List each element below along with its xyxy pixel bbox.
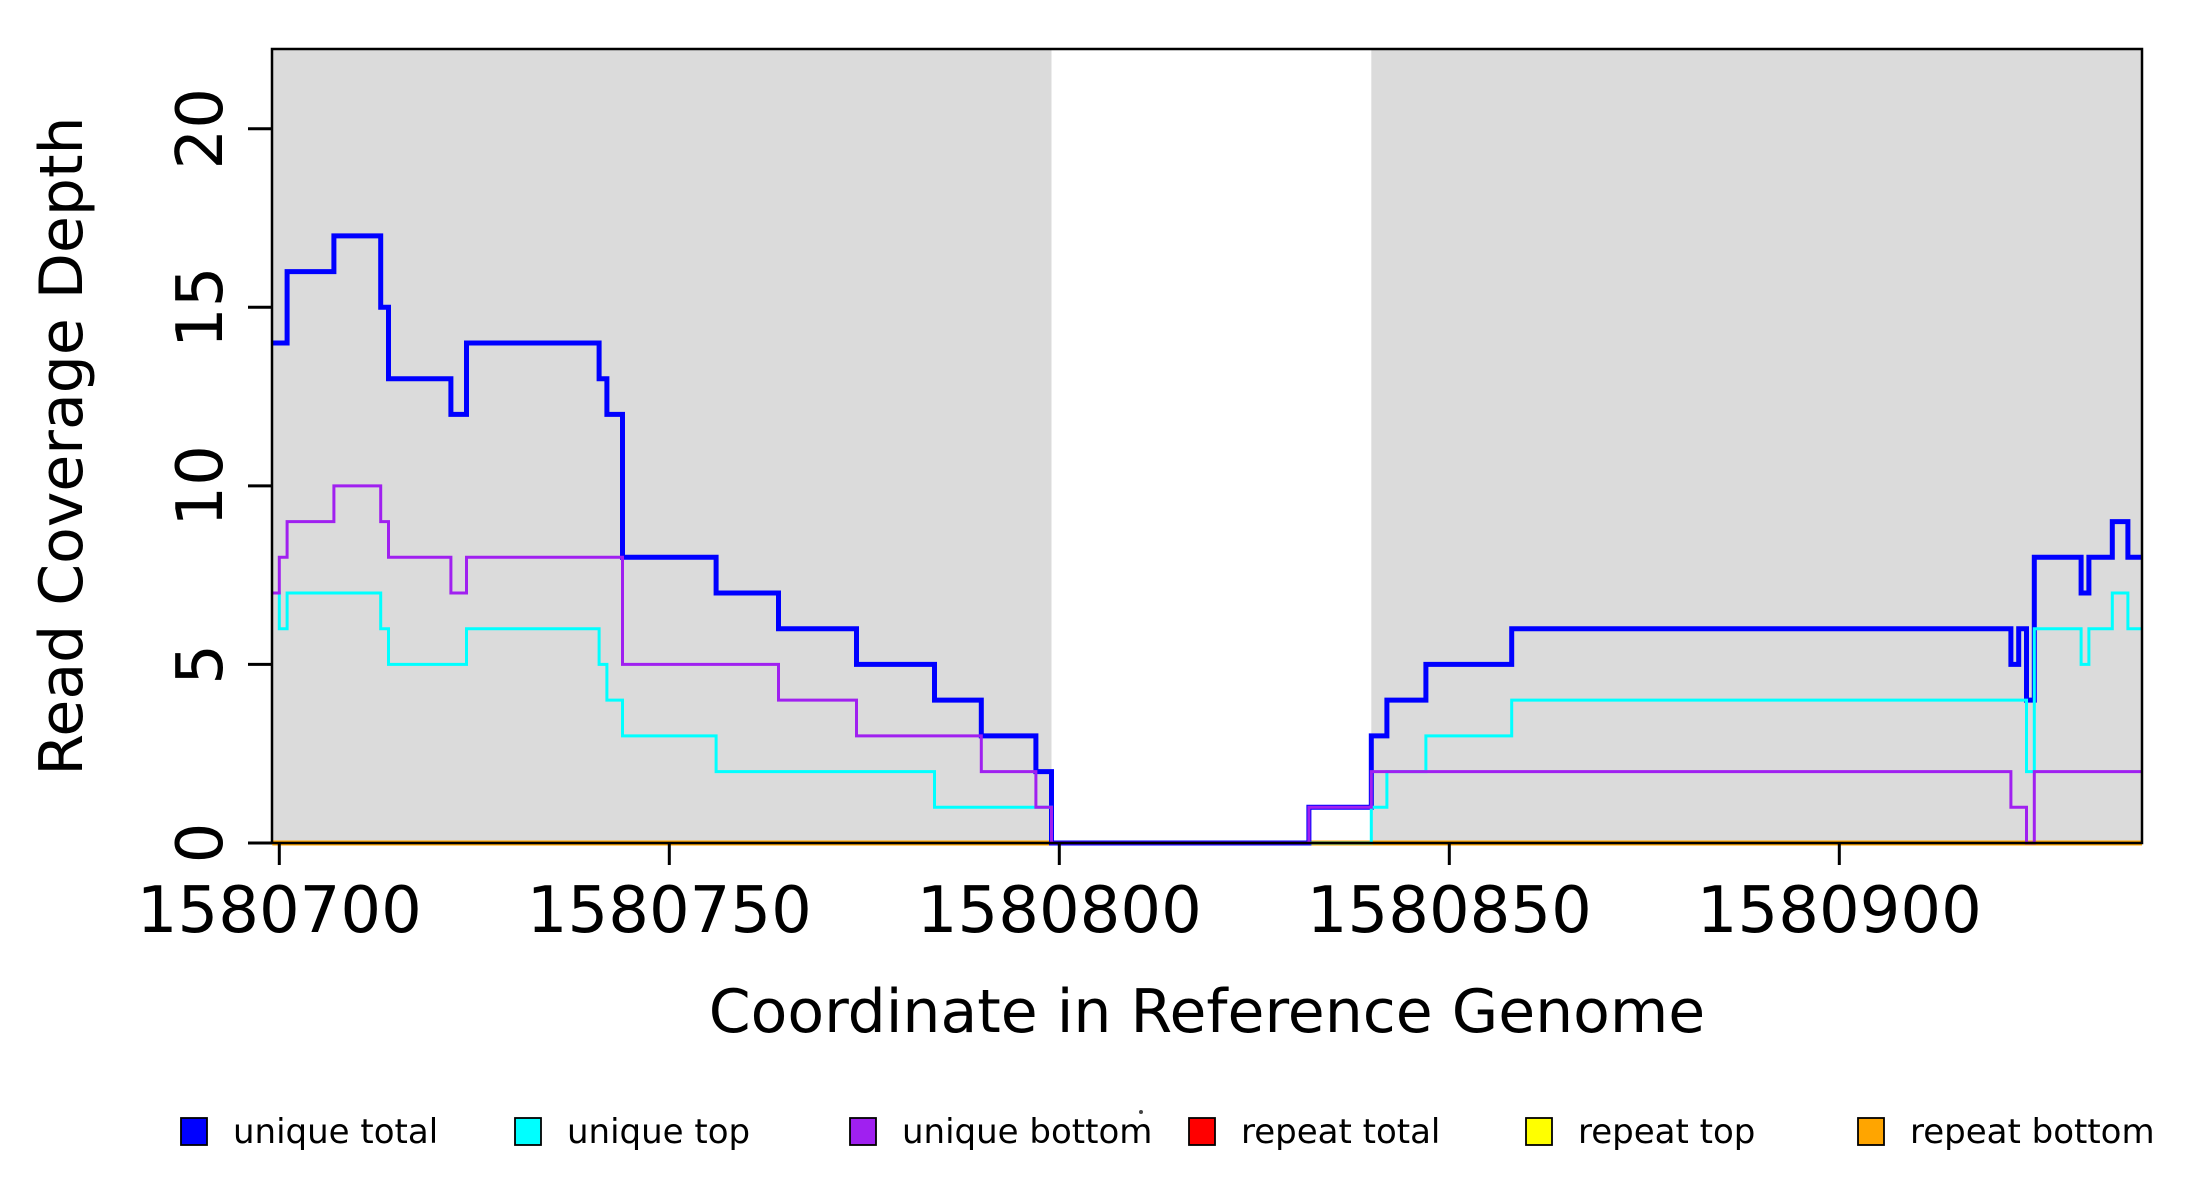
legend-artifact-dot bbox=[1139, 1110, 1143, 1114]
y-tick-label: 0 bbox=[164, 823, 238, 864]
shaded-regions bbox=[272, 49, 2142, 843]
plot-border-box bbox=[270, 47, 2144, 845]
x-axis-title: Coordinate in Reference Genome bbox=[709, 977, 1705, 1047]
legend-label-repeat-bottom: repeat bottom bbox=[1910, 1112, 2155, 1152]
series-line-unique-bottom bbox=[272, 484, 2142, 845]
legend-swatch-repeat-top bbox=[1525, 1117, 1553, 1146]
x-tick-label: 1580800 bbox=[917, 874, 1202, 948]
legend-label-unique-total: unique total bbox=[233, 1112, 438, 1152]
y-axis: 0 5 10 15 20 bbox=[164, 88, 272, 863]
y-tick-label: 10 bbox=[164, 445, 238, 526]
legend-label-repeat-top: repeat top bbox=[1578, 1112, 1755, 1152]
y-tick-label: 20 bbox=[164, 88, 238, 169]
y-axis-title: Read Coverage Depth bbox=[27, 116, 97, 775]
x-tick-label: 1580900 bbox=[1697, 874, 1982, 948]
legend-swatch-unique-bottom bbox=[849, 1117, 877, 1146]
legend-label-unique-top: unique top bbox=[567, 1112, 750, 1152]
right-gray-region bbox=[1371, 49, 2142, 843]
left-gray-region bbox=[272, 49, 1052, 843]
legend-swatch-unique-total bbox=[180, 1117, 208, 1146]
x-tick-label: 1580700 bbox=[137, 874, 422, 948]
x-axis: 1580700 1580750 1580800 1580850 1580900 bbox=[137, 843, 1982, 948]
legend-swatch-repeat-total bbox=[1188, 1117, 1216, 1146]
legend: unique total unique top unique bottom repea… bbox=[180, 1110, 2155, 1152]
legend-label-repeat-total: repeat total bbox=[1241, 1112, 1440, 1152]
legend-label-unique-bottom: unique bottom bbox=[902, 1112, 1152, 1152]
legend-swatch-unique-top bbox=[514, 1117, 542, 1146]
x-tick-label: 1580750 bbox=[527, 874, 812, 948]
x-tick-label: 1580850 bbox=[1307, 874, 1592, 948]
legend-swatch-repeat-bottom bbox=[1857, 1117, 1885, 1146]
y-tick-label: 15 bbox=[164, 267, 238, 348]
y-tick-label: 5 bbox=[164, 644, 238, 685]
